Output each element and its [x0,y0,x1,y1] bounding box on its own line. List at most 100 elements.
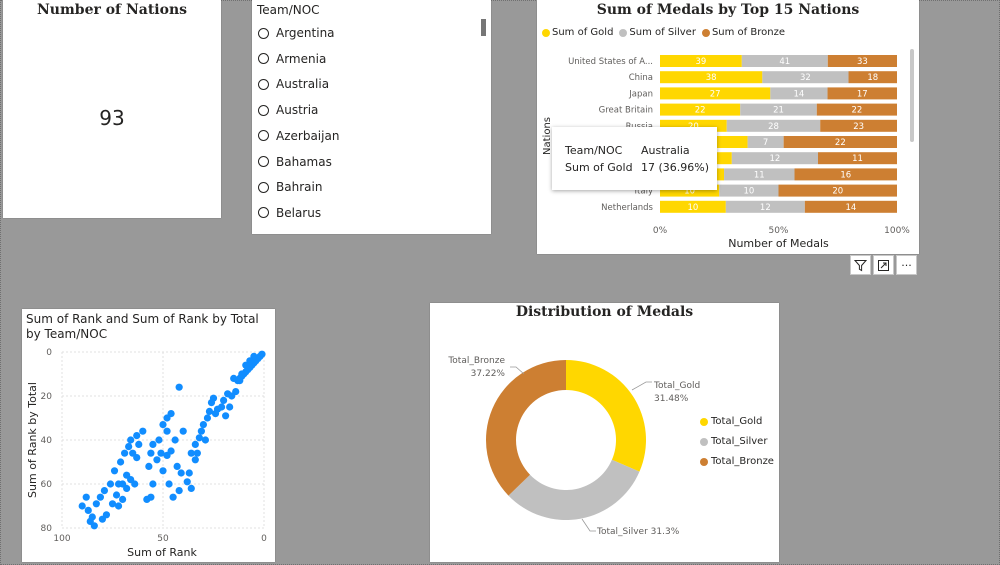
bar-segment-bronze[interactable] [818,152,897,165]
radio-button[interactable] [258,78,269,90]
bar-segment-silver[interactable] [770,87,828,100]
scatter-point[interactable] [211,410,220,418]
slicer-item-belarus[interactable]: Belarus [258,203,321,223]
scatter-point[interactable] [108,500,117,508]
slicer-item-argentina[interactable]: Argentina [258,23,335,43]
scatter-point[interactable] [119,495,127,503]
bar-segment-bronze[interactable] [804,200,897,213]
scatter-point[interactable] [133,454,141,462]
slicer-item-azerbaijan[interactable]: Azerbaijan [258,126,339,146]
bar-segment-silver[interactable] [741,55,828,67]
scatter-point[interactable] [159,467,167,475]
legend-item-bronze[interactable]: Sum of Bronze [701,27,785,38]
bar-segment-silver[interactable] [724,168,795,181]
scatter-point[interactable] [112,491,121,499]
bar-segment-silver[interactable] [740,103,817,116]
bar-segment-bronze[interactable] [816,103,897,116]
radio-button[interactable] [258,207,269,219]
scatter-point[interactable] [191,440,199,448]
scatter-point[interactable] [222,412,230,420]
radio-button[interactable] [258,181,269,193]
scatter-point[interactable] [98,515,106,523]
scatter-point[interactable] [127,436,135,444]
legend-item-gold[interactable]: Sum of Gold [542,27,613,38]
bar-segment-bronze[interactable] [848,71,897,84]
scatter-point[interactable] [139,427,147,435]
scatter-point[interactable] [179,427,187,435]
slicer-item-australia[interactable]: Australia [258,74,329,94]
scatter-point[interactable] [125,443,133,451]
scatter-point[interactable] [133,432,141,440]
slicer-item-bahrain[interactable]: Bahrain [258,177,322,197]
bar-segment-bronze[interactable] [783,136,897,148]
radio-button[interactable] [258,156,269,167]
scatter-point[interactable] [226,403,234,411]
medal-distribution-card[interactable]: Distribution of Medals Total_Gold 31.48% T… [430,303,779,562]
scatter-point[interactable] [135,440,143,448]
scatter-point[interactable] [220,396,228,404]
scatter-point[interactable] [92,500,100,508]
bar-segment-bronze[interactable] [794,168,897,181]
scatter-point[interactable] [236,377,244,385]
donut-slice-total_silver[interactable] [508,459,640,520]
donut-slice-total_gold[interactable] [566,360,646,472]
bar-segment-gold[interactable] [660,87,771,100]
donut-legend-silver[interactable]: Total_Silver [700,436,767,447]
donut-legend-gold[interactable]: Total_Gold [700,416,762,427]
scatter-point[interactable] [84,506,92,514]
bar-segment-gold[interactable] [660,103,741,116]
scatter-point[interactable] [116,458,125,466]
bar-chart-scrollbar[interactable] [910,49,914,142]
slicer-item-bahamas[interactable]: Bahamas [258,152,332,172]
bar-segment-bronze[interactable] [820,119,897,132]
scatter-point[interactable] [238,370,246,378]
filter-icon[interactable] [850,255,871,275]
scatter-point[interactable] [149,480,157,488]
bar-segment-gold[interactable] [660,71,763,84]
bar-segment-bronze[interactable] [827,87,897,100]
bar-segment-silver[interactable] [725,200,805,213]
scatter-point[interactable] [114,480,123,488]
rank-scatter-card[interactable]: Sum of Rank and Sum of Rank by Total by … [22,309,275,562]
scatter-point[interactable] [230,374,238,382]
donut-slice-total_bronze[interactable] [486,360,566,496]
scatter-point[interactable] [171,436,179,444]
scatter-point[interactable] [199,421,207,429]
radio-button[interactable] [258,130,269,142]
scatter-point[interactable] [185,469,193,477]
scatter-point[interactable] [193,449,201,457]
bar-segment-silver[interactable] [747,136,784,148]
donut-legend-bronze[interactable]: Total_Bronze [700,456,774,467]
scatter-point[interactable] [86,517,94,525]
legend-item-silver[interactable]: Sum of Silver [619,27,696,38]
scatter-point[interactable] [195,434,203,442]
radio-button[interactable] [258,27,269,39]
scatter-point[interactable] [114,502,123,510]
slicer-item-armenia[interactable]: Armenia [258,49,326,69]
scatter-point[interactable] [224,390,232,398]
scatter-point[interactable] [191,456,199,464]
scatter-point[interactable] [163,427,171,435]
slicer-scrollbar[interactable] [481,19,486,36]
scatter-point[interactable] [187,484,195,492]
medals-bar-chart-card[interactable]: Sum of Medals by Top 15 Nations Sum of G… [537,0,919,254]
bar-segment-gold[interactable] [660,200,726,213]
scatter-point[interactable] [106,480,115,488]
scatter-point[interactable] [153,456,161,464]
scatter-point[interactable] [149,440,157,448]
bar-segment-silver[interactable] [726,119,821,132]
scatter-point[interactable] [201,436,210,444]
team-noc-slicer[interactable]: Team/NOC Argentina Armenia Australia Austri… [252,0,491,234]
scatter-point[interactable] [123,484,131,492]
slicer-item-austria[interactable]: Austria [258,100,318,120]
bar-segment-bronze[interactable] [827,55,897,67]
scatter-point[interactable] [177,469,185,477]
scatter-point[interactable] [169,493,177,501]
scatter-point[interactable] [167,447,175,455]
scatter-point[interactable] [197,427,205,435]
scatter-point[interactable] [163,414,171,422]
scatter-point[interactable] [242,361,250,369]
scatter-point[interactable] [157,449,165,457]
bar-segment-silver[interactable] [731,152,818,165]
scatter-point[interactable] [205,407,214,415]
